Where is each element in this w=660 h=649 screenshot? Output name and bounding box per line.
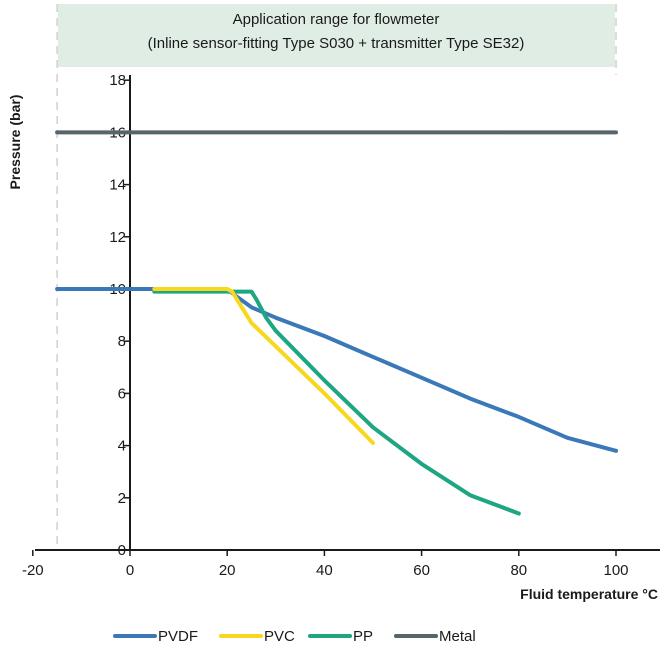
- axes: [35, 75, 660, 551]
- legend-label-metal: Metal: [439, 628, 476, 645]
- y-tick-label: 14: [109, 177, 126, 194]
- x-axis-title: Fluid temperature °C: [520, 586, 658, 602]
- series-lines: [55, 130, 618, 516]
- chart-title: Application range for flowmeter: [233, 11, 440, 28]
- y-tick-label: 2: [118, 490, 126, 507]
- series-line-pp: [152, 289, 521, 516]
- x-tick-label: 80: [510, 562, 527, 579]
- reference-lines: [56, 4, 617, 550]
- series-line-pvc: [152, 287, 375, 445]
- y-tick-label: 6: [118, 385, 126, 402]
- y-tick-label: 8: [118, 333, 126, 350]
- x-tick-label: -20: [22, 562, 44, 579]
- legend-label-pvdf: PVDF: [158, 628, 198, 645]
- y-tick-label: 0: [118, 542, 126, 559]
- y-tick-label: 4: [118, 438, 126, 455]
- chart-subtitle: (Inline sensor-fitting Type S030 + trans…: [148, 35, 525, 52]
- legend-label-pp: PP: [353, 628, 373, 645]
- y-axis-title: Pressure (bar): [7, 95, 23, 190]
- y-tick-label: 12: [109, 229, 126, 246]
- series-line-pvdf: [55, 287, 618, 453]
- legend-label-pvc: PVC: [264, 628, 295, 645]
- y-tick-label: 18: [109, 72, 126, 89]
- x-tick-label: 40: [316, 562, 333, 579]
- x-tick-label: 0: [126, 562, 134, 579]
- x-tick-label: 20: [219, 562, 236, 579]
- x-tick-label: 100: [603, 562, 628, 579]
- x-tick-label: 60: [413, 562, 430, 579]
- legend: PVDF PVC PP Metal: [113, 628, 476, 645]
- title-box: [58, 4, 615, 67]
